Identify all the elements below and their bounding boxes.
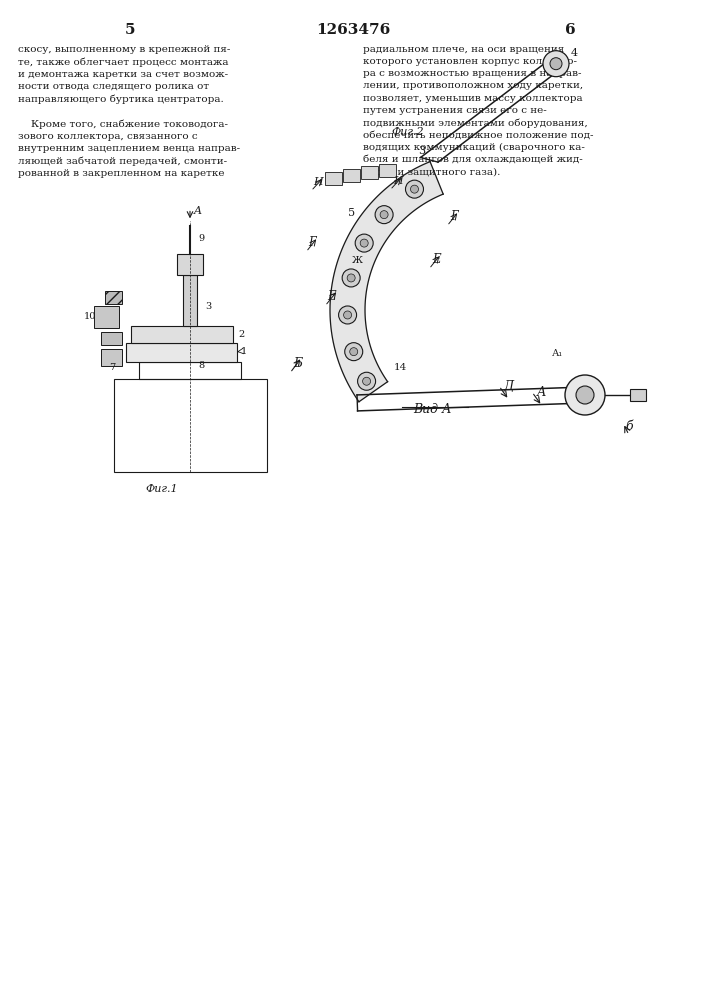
Bar	[343, 169, 360, 182]
Bar	[139, 361, 241, 378]
Text: 3: 3	[205, 302, 211, 311]
Text: Е: Е	[432, 253, 440, 266]
Circle shape	[345, 343, 363, 361]
Text: 9: 9	[199, 234, 204, 243]
Circle shape	[411, 185, 419, 193]
Text: Г: Г	[450, 210, 457, 223]
Bar	[127, 343, 237, 361]
Text: 5: 5	[124, 23, 135, 37]
Text: 2: 2	[238, 330, 245, 339]
Text: Е: Е	[327, 290, 336, 303]
Bar	[101, 332, 122, 344]
Circle shape	[360, 239, 368, 247]
Bar	[183, 275, 197, 326]
Bar	[325, 172, 342, 185]
Circle shape	[375, 206, 393, 224]
Text: б: б	[625, 420, 633, 433]
Circle shape	[339, 306, 356, 324]
Circle shape	[342, 269, 360, 287]
Text: 8: 8	[199, 361, 204, 370]
Circle shape	[543, 51, 569, 77]
Bar	[131, 326, 233, 343]
Text: A: A	[194, 206, 202, 216]
Text: Д: Д	[503, 380, 513, 393]
Circle shape	[363, 377, 370, 385]
Text: радиальном плече, на оси вращения
которого установлен корпус коллекто-
ра с возм: радиальном плече, на оси вращения которо…	[363, 45, 593, 176]
Text: Г: Г	[308, 236, 316, 249]
Text: Фиг.2: Фиг.2	[392, 127, 424, 137]
Circle shape	[355, 234, 373, 252]
Polygon shape	[330, 162, 443, 402]
Circle shape	[576, 386, 594, 404]
Circle shape	[406, 180, 423, 198]
Text: 6: 6	[565, 23, 575, 37]
Circle shape	[550, 58, 562, 70]
Text: И: И	[393, 176, 403, 186]
Text: Вид А: Вид А	[413, 403, 451, 416]
Text: Б: Б	[293, 357, 302, 370]
Bar	[177, 254, 203, 275]
Bar	[114, 378, 267, 472]
Circle shape	[347, 274, 355, 282]
Bar	[105, 291, 122, 304]
Circle shape	[350, 348, 358, 356]
Text: 1: 1	[241, 347, 247, 356]
Text: Фиг.1: Фиг.1	[146, 484, 178, 494]
Text: 5: 5	[348, 208, 355, 218]
Text: 1263476: 1263476	[316, 23, 390, 37]
Text: 7: 7	[110, 363, 115, 372]
Text: 4: 4	[571, 48, 578, 58]
Text: скосу, выполненному в крепежной пя-
те, также облегчает процесс монтажа
и демонт: скосу, выполненному в крепежной пя- те, …	[18, 45, 240, 178]
Text: Ж: Ж	[352, 256, 363, 265]
Circle shape	[358, 372, 375, 390]
Text: 10: 10	[83, 312, 96, 321]
Bar	[361, 166, 378, 179]
Text: 14: 14	[395, 363, 407, 372]
Bar	[630, 389, 646, 401]
Text: А₁: А₁	[552, 349, 563, 358]
Text: И: И	[313, 177, 323, 187]
Circle shape	[380, 211, 388, 219]
Text: А: А	[537, 386, 547, 399]
Bar	[101, 349, 122, 366]
Bar	[379, 164, 396, 177]
Bar	[94, 306, 119, 328]
Circle shape	[565, 375, 605, 415]
Text: 3: 3	[418, 146, 425, 156]
Circle shape	[344, 311, 351, 319]
